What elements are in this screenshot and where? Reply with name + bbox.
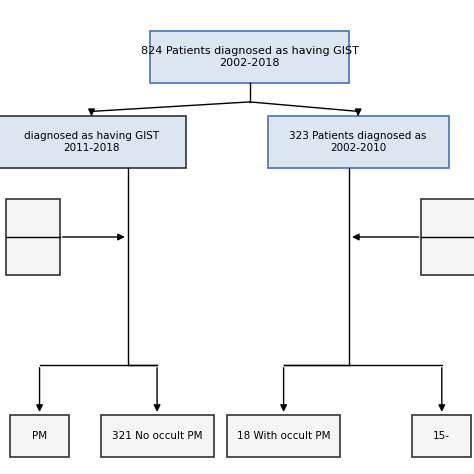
- FancyBboxPatch shape: [10, 415, 69, 457]
- FancyBboxPatch shape: [0, 116, 186, 168]
- FancyBboxPatch shape: [227, 415, 340, 457]
- FancyBboxPatch shape: [6, 199, 60, 275]
- Text: 323 Patients diagnosed as
2002-2010: 323 Patients diagnosed as 2002-2010: [290, 131, 427, 153]
- Text: 18 With occult PM: 18 With occult PM: [237, 431, 330, 441]
- Text: diagnosed as having GIST
2011-2018: diagnosed as having GIST 2011-2018: [24, 131, 159, 153]
- FancyBboxPatch shape: [268, 116, 448, 168]
- FancyBboxPatch shape: [421, 199, 474, 275]
- Text: 824 Patients diagnosed as having GIST
2002-2018: 824 Patients diagnosed as having GIST 20…: [141, 46, 359, 68]
- Text: 15-: 15-: [433, 431, 450, 441]
- Text: 321 No occult PM: 321 No occult PM: [112, 431, 202, 441]
- FancyBboxPatch shape: [150, 31, 349, 83]
- FancyBboxPatch shape: [100, 415, 214, 457]
- FancyBboxPatch shape: [412, 415, 471, 457]
- Text: PM: PM: [32, 431, 47, 441]
